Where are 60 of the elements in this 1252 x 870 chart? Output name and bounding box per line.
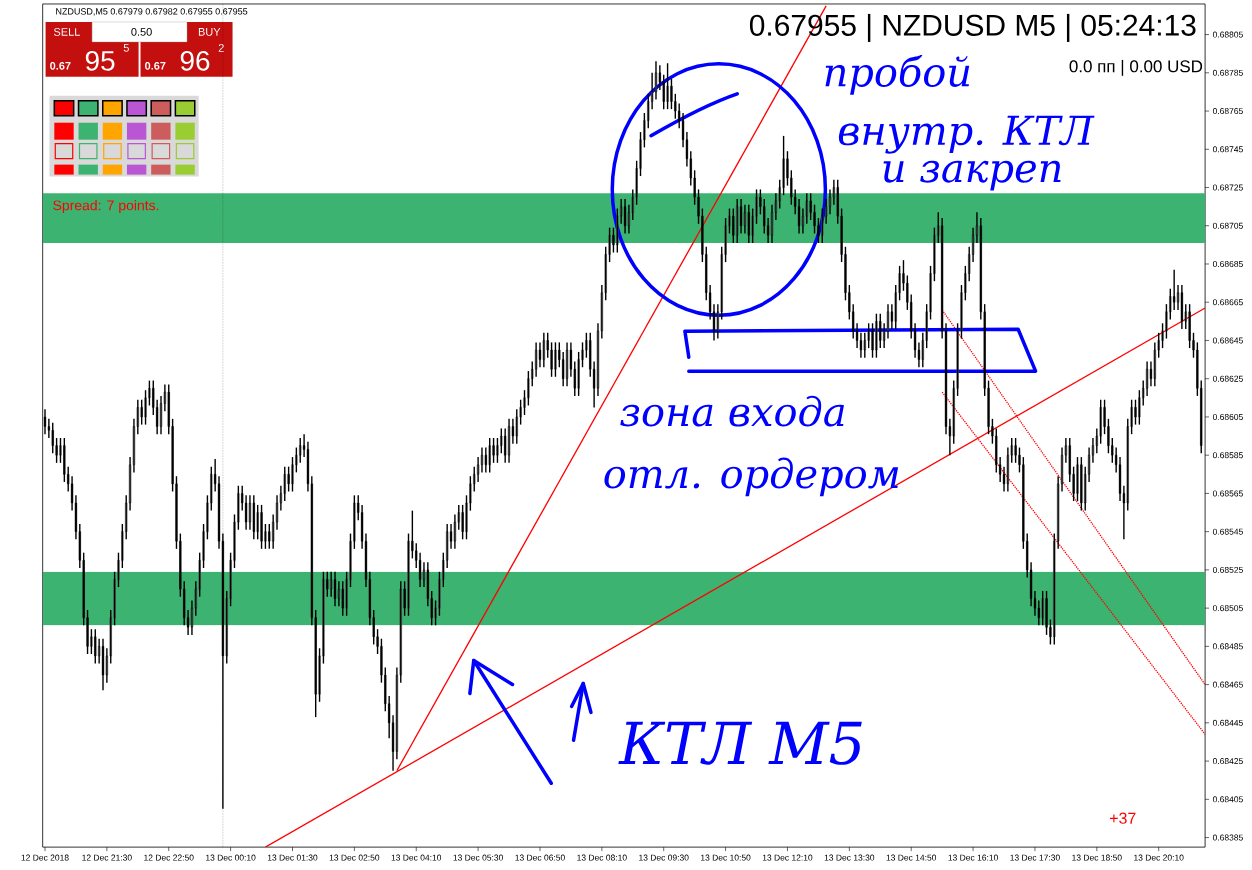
annotation: 96 [180, 50, 210, 71]
x-tick-label: 13 Dec 00:10 [206, 854, 256, 861]
x-tick-label: 13 Dec 01:30 [267, 854, 318, 861]
x-tick-label: 12 Dec 21:30 [82, 854, 132, 861]
y-tick-label: 0.68685 [1212, 260, 1243, 267]
x-tick-label: 13 Dec 12:10 [762, 854, 813, 861]
x-tick-label: 12 Dec 22:50 [144, 854, 194, 861]
x-tick-label: 13 Dec 20:10 [1134, 854, 1184, 861]
y-tick-label: 0.68645 [1212, 337, 1243, 344]
y-tick-label: 0.68805 [1212, 31, 1243, 38]
y-tick-label: 0.68725 [1212, 184, 1243, 191]
x-tick-label: 13 Dec 09:30 [639, 854, 689, 861]
annotation: внутр. КТЛ [838, 115, 1095, 154]
annotation: 0.50 [131, 27, 152, 36]
y-tick-label: 0.68465 [1212, 681, 1243, 688]
y-tick-label: 0.68525 [1212, 566, 1243, 573]
annotation: +37 [1110, 812, 1136, 824]
y-tick-label: 0.68605 [1212, 413, 1243, 420]
x-tick-label: 13 Dec 05:30 [453, 854, 503, 861]
y-tick-label: 0.68765 [1212, 108, 1243, 115]
annotation: Spread: 7 points. [53, 199, 159, 214]
y-tick-label: 0.68445 [1212, 719, 1243, 726]
x-tick-label: 13 Dec 10:50 [701, 854, 751, 861]
y-tick-label: 0.68545 [1212, 528, 1243, 535]
x-tick-label: 13 Dec 13:30 [824, 854, 875, 861]
x-tick-label: 13 Dec 08:10 [577, 854, 627, 861]
annotation: NZDUSD,M5 0.67979 0.67982 0.67955 0.67955 [56, 8, 248, 16]
y-tick-label: 0.68705 [1212, 222, 1243, 229]
y-tick-label: 0.68745 [1212, 146, 1243, 153]
annotation: и закреп [883, 160, 1061, 191]
y-tick-label: 0.68425 [1212, 758, 1243, 765]
y-tick-label: 0.68585 [1212, 452, 1243, 459]
annotation: 95 [85, 50, 115, 71]
annotation: отл. ордером [604, 457, 899, 497]
y-tick-label: 0.68385 [1212, 834, 1243, 841]
x-tick-label: 13 Dec 18:50 [1072, 854, 1122, 861]
annotation: 5 [123, 44, 129, 52]
y-tick-label: 0.68565 [1212, 490, 1243, 497]
x-tick-label: 13 Dec 14:50 [886, 854, 937, 861]
x-tick-label: 13 Dec 17:30 [1010, 854, 1060, 861]
y-tick-label: 0.68785 [1212, 69, 1243, 76]
annotation: 2 [218, 44, 224, 52]
y-tick-label: 0.68505 [1212, 605, 1243, 612]
x-tick-label: 13 Dec 06:50 [515, 854, 565, 861]
annotation: 0.67 [50, 61, 71, 70]
annotation: BUY [198, 28, 221, 36]
x-tick-label: 13 Dec 16:10 [948, 854, 998, 861]
y-tick-label: 0.68485 [1212, 643, 1243, 650]
y-tick-label: 0.68405 [1212, 796, 1243, 803]
annotation: пробой [825, 54, 970, 95]
x-tick-label: 13 Dec 04:10 [391, 854, 442, 861]
x-tick-label: 13 Dec 02:50 [329, 854, 380, 861]
annotation: КТЛ М5 [618, 721, 862, 765]
y-tick-label: 0.68625 [1212, 375, 1243, 382]
y-tick-label: 0.68665 [1212, 299, 1243, 306]
x-tick-label: 12 Dec 2018 [21, 854, 69, 861]
annotation: зона входа [620, 395, 844, 427]
annotation: 0.67 [145, 61, 166, 70]
annotation: SELL [53, 27, 80, 36]
annotation: 0.0 пп | 0.00 USD [1069, 59, 1203, 76]
